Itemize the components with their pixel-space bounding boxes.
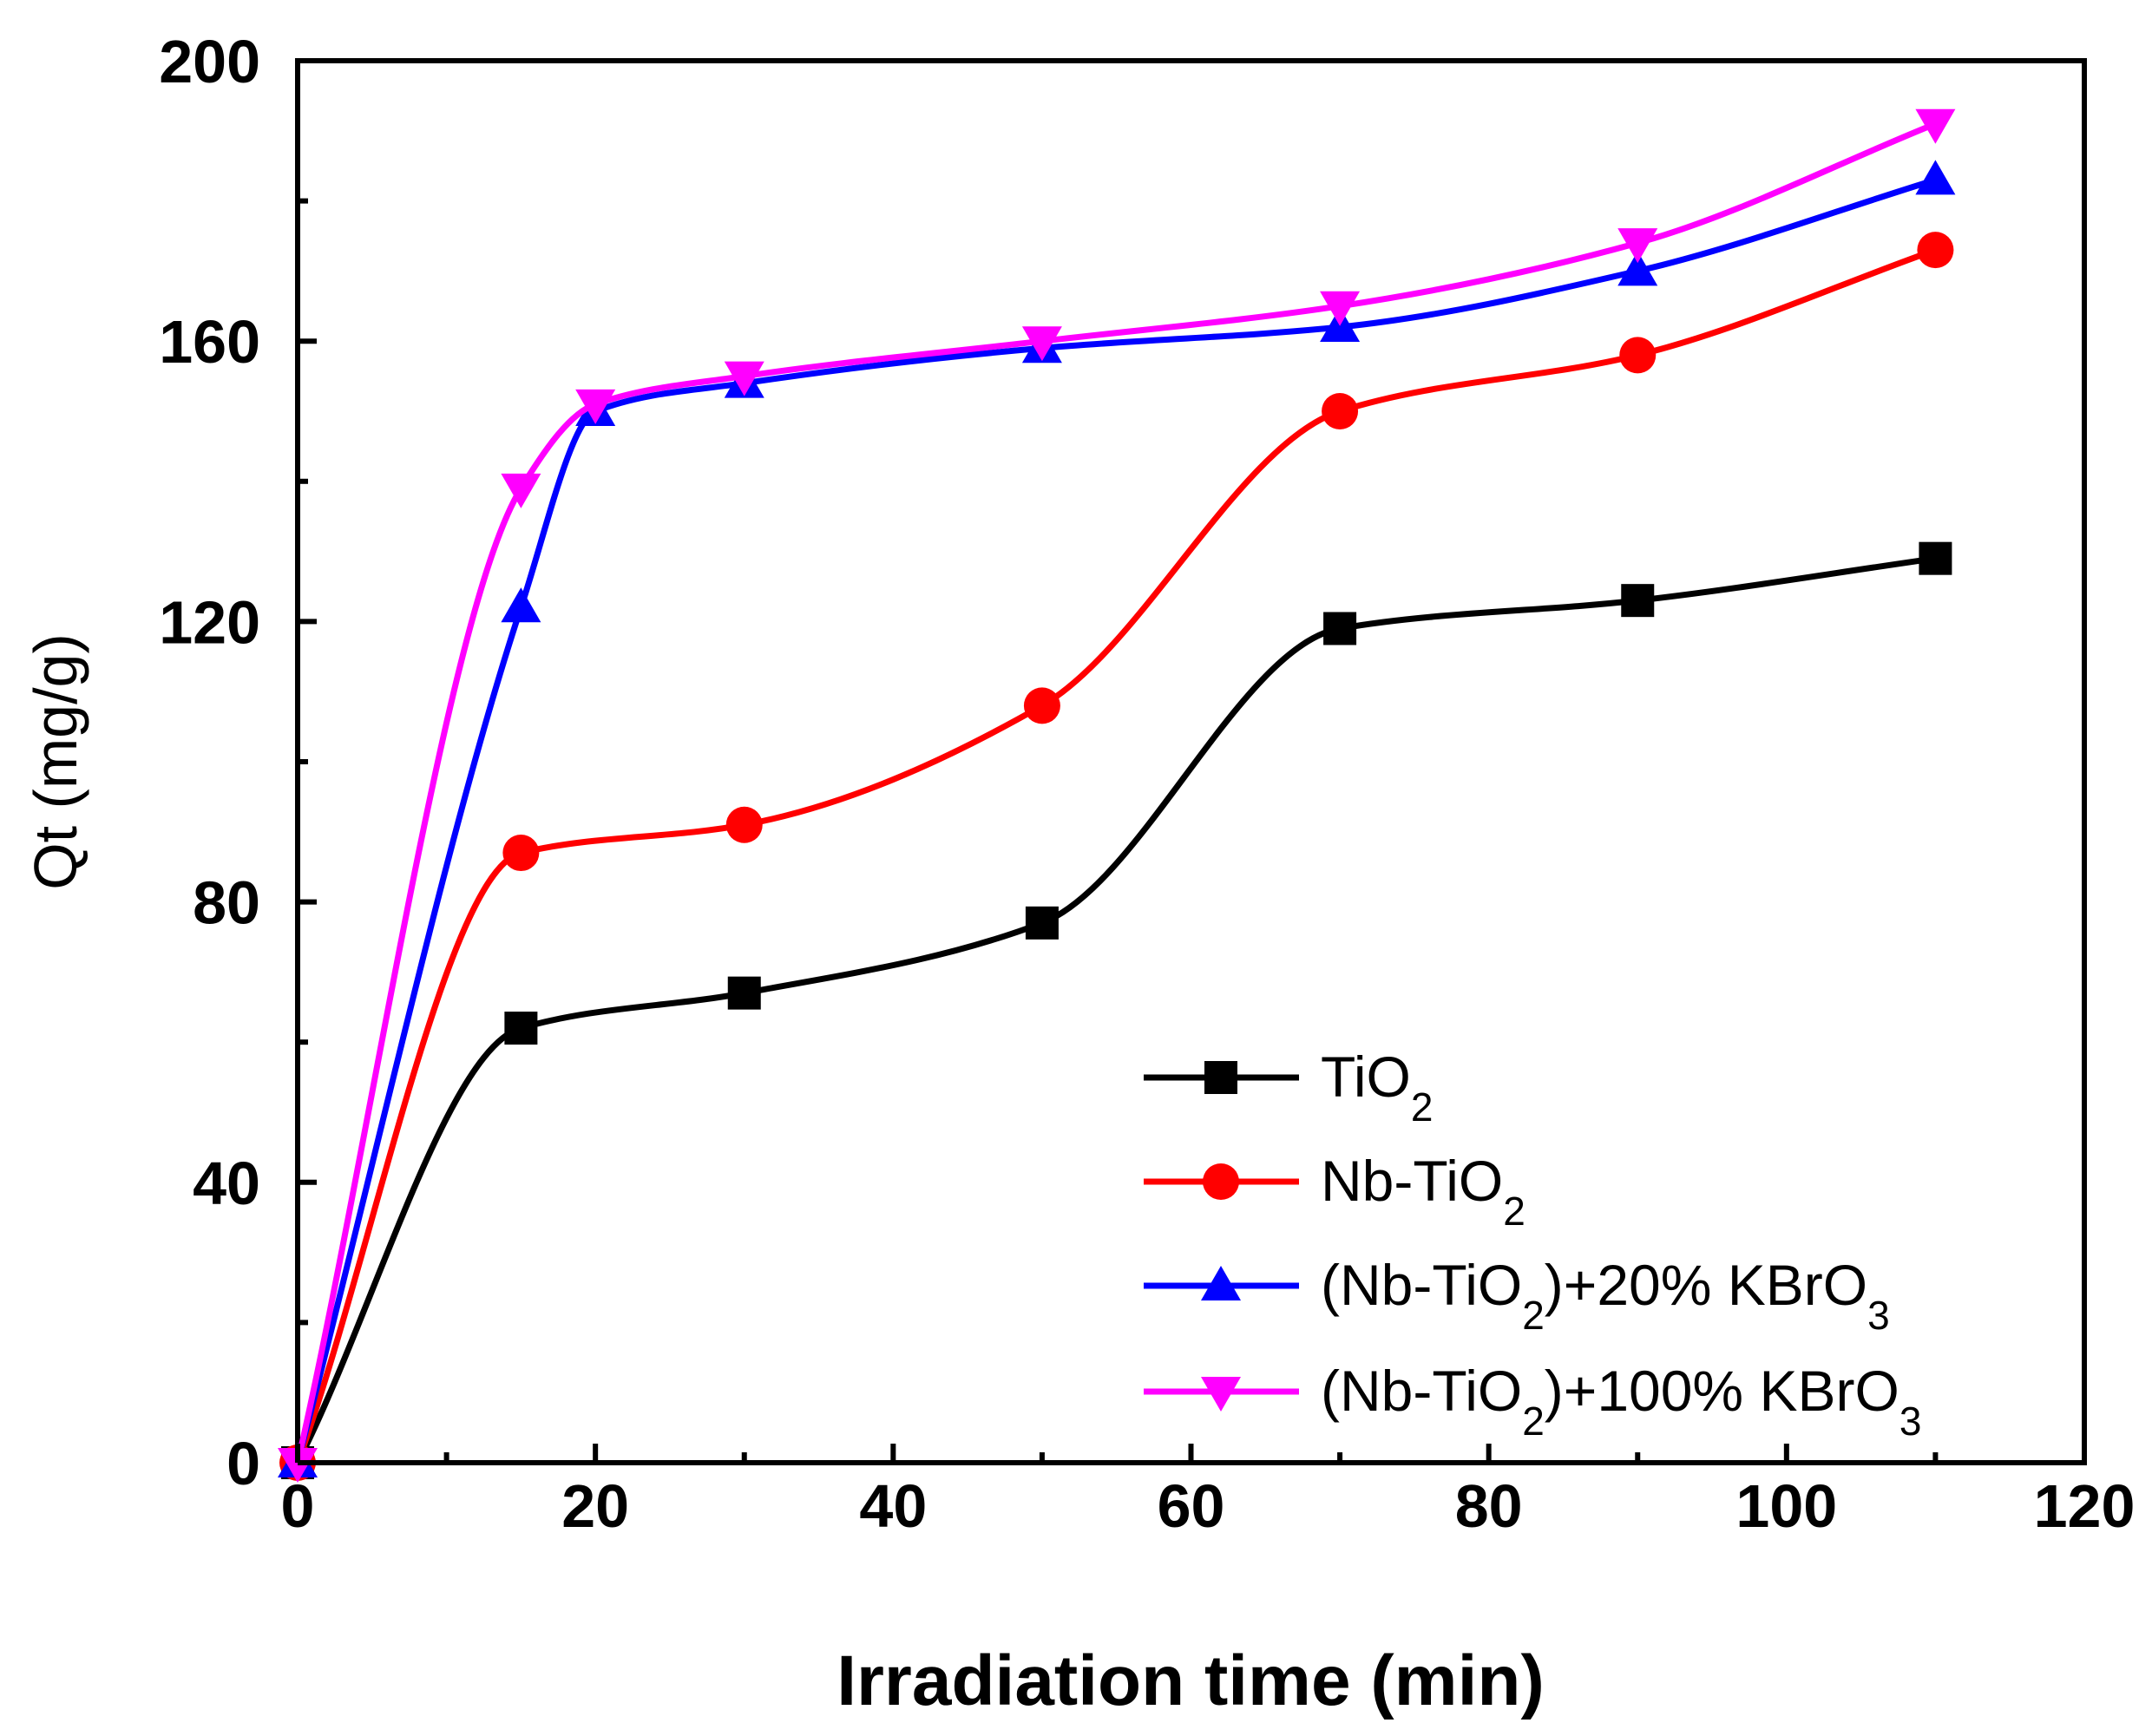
- x-tick-label: 40: [859, 1472, 927, 1540]
- data-point: [727, 976, 761, 1010]
- data-point: [501, 587, 541, 623]
- ticks-layer: 0 20 40 60 80 100 120 0 40 80 120 160 200: [159, 28, 2135, 1540]
- data-point: [724, 361, 764, 396]
- data-point: [1323, 612, 1357, 645]
- data-point: [1617, 251, 1658, 286]
- x-axis-title: Irradiation time (min): [837, 1641, 1545, 1720]
- series-3: [278, 108, 1956, 1483]
- y-tick-label: 0: [226, 1430, 260, 1497]
- legend-label: Nb-TiO2: [1321, 1149, 1525, 1234]
- data-point: [1025, 906, 1059, 940]
- legend-label: (Nb-TiO2)+20% KBrO3: [1321, 1253, 1890, 1338]
- legend-entry: TiO2: [1144, 1045, 1433, 1130]
- data-point: [1619, 337, 1657, 374]
- y-tick-label: 160: [159, 308, 260, 376]
- x-tick-label: 0: [281, 1472, 315, 1540]
- x-tick-label: 60: [1158, 1472, 1225, 1540]
- data-point: [1322, 393, 1359, 429]
- data-point: [1320, 291, 1361, 326]
- series-line: [294, 555, 1936, 1464]
- x-tick-label: 120: [2034, 1472, 2136, 1540]
- data-point: [575, 389, 616, 424]
- data-point: [1917, 232, 1954, 269]
- y-axis-title: Qt (mg/g): [22, 633, 89, 890]
- data-point: [1023, 687, 1060, 724]
- legend-marker: [1201, 1266, 1241, 1300]
- legend-entry: (Nb-TiO2)+100% KBrO3: [1144, 1359, 1921, 1444]
- data-point: [501, 473, 541, 508]
- data-point: [1915, 160, 1956, 195]
- legend-label: (Nb-TiO2)+100% KBrO3: [1321, 1359, 1921, 1444]
- legend-marker: [1201, 1377, 1241, 1412]
- x-tick-label: 100: [1735, 1472, 1837, 1540]
- data-point: [1617, 228, 1658, 264]
- y-tick-label: 80: [193, 869, 260, 937]
- legend: TiO2 Nb-TiO2 (Nb-TiO2)+20% KBrO3 (Nb-TiO2)+…: [1144, 1045, 1921, 1444]
- data-point: [725, 806, 763, 843]
- y-tick-label: 200: [159, 28, 260, 95]
- x-tick-label: 80: [1455, 1472, 1523, 1540]
- legend-entry: (Nb-TiO2)+20% KBrO3: [1144, 1253, 1890, 1338]
- data-point: [1919, 541, 1952, 575]
- data-point: [504, 1012, 538, 1045]
- legend-entry: Nb-TiO2: [1144, 1149, 1525, 1234]
- series-line: [294, 177, 1937, 1464]
- y-tick-label: 40: [193, 1150, 260, 1217]
- series-line: [294, 121, 1937, 1464]
- legend-label: TiO2: [1321, 1045, 1433, 1130]
- data-point: [1621, 584, 1655, 618]
- series-0: [281, 541, 1952, 1479]
- series-layer: [278, 108, 1956, 1483]
- x-tick-label: 20: [561, 1472, 629, 1540]
- legend-marker: [1203, 1163, 1239, 1200]
- data-point: [502, 835, 540, 872]
- y-tick-label: 120: [159, 588, 260, 656]
- data-point: [1915, 108, 1956, 144]
- data-point: [1021, 326, 1062, 362]
- legend-marker: [1204, 1061, 1237, 1094]
